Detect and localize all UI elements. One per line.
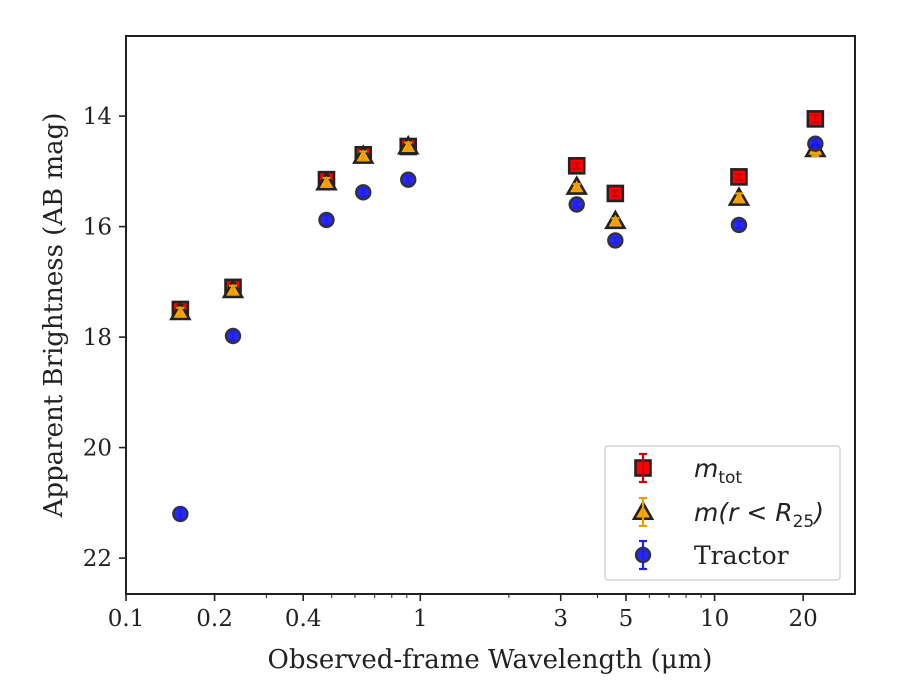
x-tick-label: 1 — [413, 606, 428, 632]
error-bar — [811, 138, 820, 150]
plot-points — [169, 110, 827, 523]
legend-label: Tractor — [694, 541, 789, 570]
x-tick-label: 20 — [789, 606, 818, 632]
error-bar — [359, 150, 368, 162]
legend-box — [604, 445, 841, 581]
error-bar — [734, 220, 743, 230]
x-tick-label: 0.1 — [108, 606, 145, 632]
y-tick-label: 22 — [83, 546, 112, 572]
error-bar — [572, 182, 581, 191]
error-bar — [322, 214, 331, 226]
error-bar — [611, 217, 620, 225]
error-bar — [611, 189, 620, 198]
series-square — [171, 110, 825, 319]
legend-items: mtot m(r < R25) Tractor — [631, 452, 824, 571]
error-bar — [229, 330, 238, 342]
legend: mtot m(r < R25) Tractor — [604, 445, 841, 581]
x-tick-label: 10 — [700, 606, 729, 632]
error-bar — [404, 141, 413, 152]
error-bar — [404, 174, 413, 185]
error-bar — [322, 176, 331, 188]
x-axis: 0.1 0.2 0.4 1 3 5 10 20 — [108, 594, 818, 632]
error-bar — [611, 236, 620, 245]
legend-entry: mtot — [634, 452, 742, 488]
legend-error-bar — [639, 539, 647, 571]
legend-error-bar — [639, 496, 647, 528]
y-tick-label: 16 — [83, 215, 112, 241]
error-bar — [734, 173, 743, 181]
y-axis-label: Apparent Brightness (AB mag) — [39, 113, 69, 519]
error-bar — [811, 113, 820, 124]
y-axis: 14 16 18 20 22 — [83, 104, 126, 572]
error-bar — [734, 192, 743, 204]
y-tick-label: 18 — [83, 325, 112, 351]
x-tick-label: 5 — [619, 606, 634, 632]
series-circle — [172, 135, 824, 523]
y-tick-label: 14 — [83, 104, 112, 130]
plot-frame — [125, 35, 856, 595]
error-bar — [572, 200, 581, 209]
y-tick-label: 20 — [83, 436, 112, 462]
error-bar — [229, 284, 238, 296]
error-bar — [359, 187, 368, 198]
legend-label: mtot — [694, 454, 742, 488]
error-bar — [176, 507, 185, 521]
series-triangle — [169, 134, 827, 321]
x-axis-label: Observed-frame Wavelength (μm) — [268, 645, 713, 675]
legend-label: m(r < R25) — [694, 498, 824, 532]
error-bar — [572, 161, 581, 170]
x-tick-label: 0.2 — [196, 606, 233, 632]
error-bar — [176, 306, 185, 318]
x-tick-label: 0.4 — [285, 606, 322, 632]
legend-entry: Tractor — [634, 539, 789, 571]
legend-error-bar — [639, 452, 647, 484]
legend-entry: m(r < R25) — [631, 496, 824, 532]
x-tick-label: 3 — [553, 606, 568, 632]
